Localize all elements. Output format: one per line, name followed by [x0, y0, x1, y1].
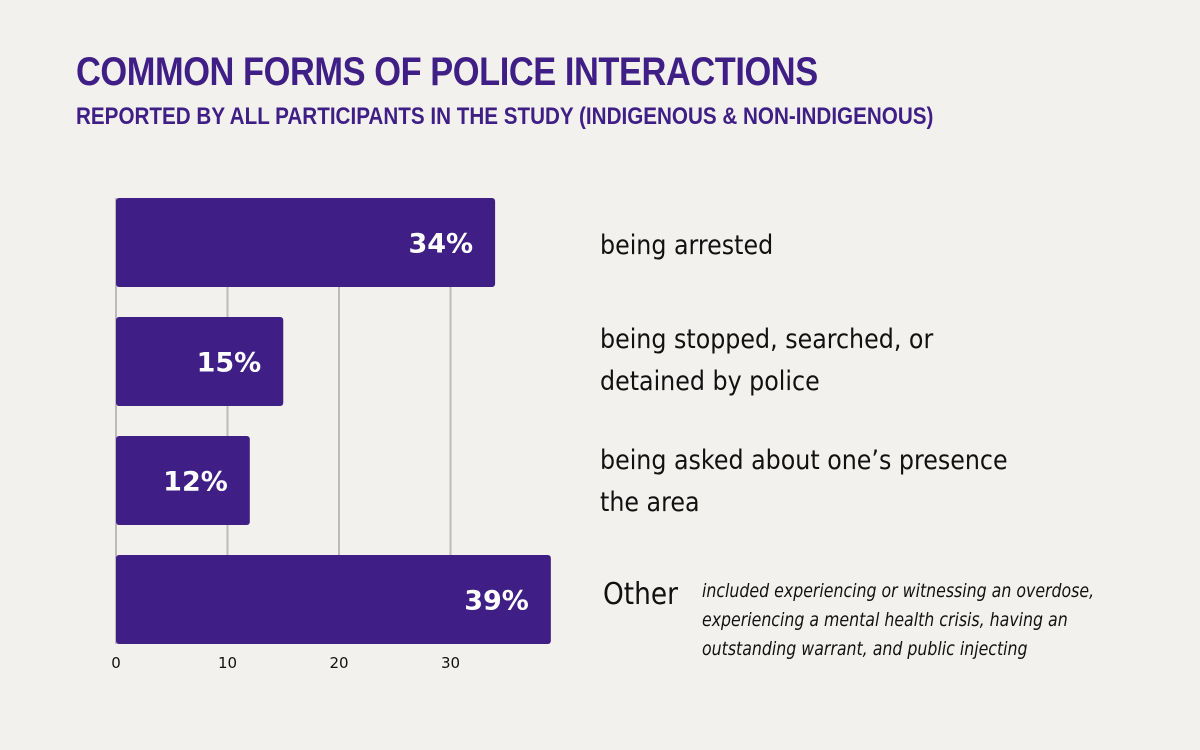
bar [116, 436, 250, 525]
bar [116, 317, 284, 406]
chart-title: COMMON FORMS OF POLICE INTERACTIONS [76, 50, 818, 94]
category-label-stopped: being stopped, searched, or detained by … [600, 319, 933, 403]
category-label-line: being asked about one’s presence [600, 445, 1008, 476]
x-tick-label: 20 [329, 654, 348, 672]
bar-data-label: 39% [464, 586, 529, 617]
category-label-line: being arrested [600, 230, 774, 261]
category-label-other: Other [603, 577, 678, 612]
bar [116, 555, 551, 644]
category-label-line: being stopped, searched, or [600, 324, 934, 355]
category-label-line: detained by police [600, 366, 820, 397]
category-label-asked: being asked about one’s presence the are… [600, 440, 1008, 524]
other-description: included experiencing or witnessing an o… [702, 580, 1095, 660]
bar-data-label: 12% [163, 467, 228, 498]
bar-data-label: 15% [197, 348, 262, 379]
bar-data-label: 34% [408, 229, 473, 260]
x-tick-label: 10 [218, 654, 237, 672]
category-label-line: the area [600, 487, 700, 518]
chart-subtitle: REPORTED BY ALL PARTICIPANTS IN THE STUD… [76, 103, 934, 130]
category-label-arrested: being arrested [600, 225, 773, 267]
x-tick-label: 30 [441, 654, 460, 672]
bar [116, 198, 496, 287]
x-tick-label: 0 [111, 654, 121, 672]
